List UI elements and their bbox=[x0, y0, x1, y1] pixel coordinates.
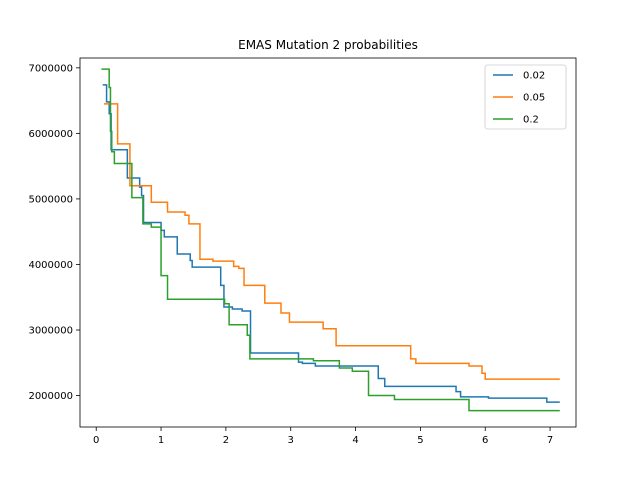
x-axis: 0 1 2 3 4 5 6 7 bbox=[93, 427, 553, 446]
legend-box bbox=[484, 64, 567, 130]
chart-title: EMAS Mutation 2 probabilities bbox=[238, 38, 418, 52]
x-tick-label: 5 bbox=[417, 435, 423, 446]
series-line-0-02 bbox=[102, 84, 560, 403]
y-tick-label: 2000000 bbox=[28, 391, 73, 402]
x-tick-label: 0 bbox=[93, 435, 99, 446]
legend-label: 0.02 bbox=[523, 71, 545, 82]
x-tick-label: 4 bbox=[352, 435, 358, 446]
y-tick-label: 6000000 bbox=[28, 129, 73, 140]
y-tick-label: 5000000 bbox=[28, 194, 73, 205]
y-tick-label: 7000000 bbox=[28, 63, 73, 74]
legend-label: 0.05 bbox=[523, 93, 545, 104]
legend: 0.02 0.05 0.2 bbox=[484, 64, 567, 130]
x-tick-label: 2 bbox=[223, 435, 229, 446]
x-tick-label: 3 bbox=[288, 435, 294, 446]
legend-label: 0.2 bbox=[523, 115, 539, 126]
plot-area-frame bbox=[79, 57, 577, 428]
series-line-0-05 bbox=[103, 103, 560, 380]
x-tick-label: 1 bbox=[158, 435, 164, 446]
y-axis: 2000000 3000000 4000000 5000000 6000000 70000… bbox=[28, 63, 80, 402]
y-tick-label: 3000000 bbox=[28, 325, 73, 336]
series-line-0-2 bbox=[101, 68, 560, 412]
y-tick-label: 4000000 bbox=[28, 260, 73, 271]
x-tick-label: 7 bbox=[547, 435, 553, 446]
plot-series bbox=[101, 68, 560, 412]
x-tick-label: 6 bbox=[482, 435, 488, 446]
